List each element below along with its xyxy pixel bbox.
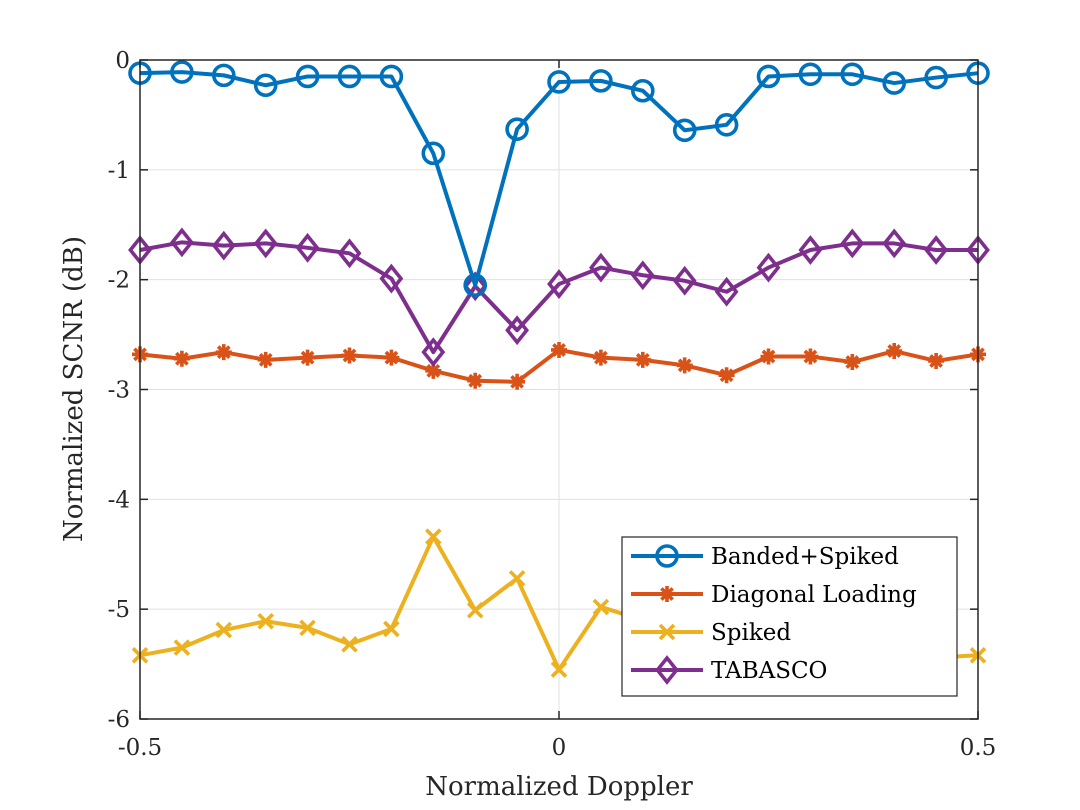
- data-point: [421, 337, 446, 368]
- data-point: [547, 70, 571, 94]
- y-axis-label: Normalized SCNR (dB): [59, 236, 89, 542]
- legend-label: Diagonal Loading: [711, 582, 917, 608]
- data-point: [463, 273, 488, 297]
- data-point: [341, 347, 358, 364]
- data-point: [672, 265, 697, 296]
- legend-entry: Banded+Spiked: [631, 544, 899, 570]
- data-point: [253, 228, 278, 259]
- series-line-tabasco: [139, 240, 978, 355]
- data-point: [882, 71, 907, 95]
- data-point: [924, 235, 949, 265]
- data-point: [840, 228, 865, 259]
- y-tick-label: 0: [115, 48, 130, 74]
- data-point: [169, 227, 194, 258]
- data-point: [508, 570, 526, 587]
- y-tick-label: -5: [108, 597, 130, 623]
- legend-marker: [658, 623, 676, 641]
- series-line-banded-spiked: [139, 70, 979, 288]
- data-point: [634, 351, 651, 368]
- legend-marker: [655, 544, 679, 568]
- data-point: [173, 350, 190, 367]
- legend-entry: TABASCO: [631, 655, 827, 685]
- data-point: [714, 276, 739, 307]
- data-point: [756, 64, 781, 89]
- data-point: [299, 349, 316, 366]
- series-layer: [128, 60, 990, 678]
- x-tick-label: 0: [552, 735, 567, 761]
- data-point: [337, 64, 362, 89]
- data-point: [215, 344, 232, 361]
- legend-label: TABASCO: [711, 658, 827, 684]
- data-point: [466, 601, 484, 619]
- data-point: [253, 73, 278, 98]
- data-point: [592, 349, 609, 366]
- data-point: [802, 348, 819, 365]
- data-point: [170, 60, 194, 84]
- data-point: [756, 252, 781, 283]
- data-point: [672, 118, 697, 143]
- data-point: [379, 263, 404, 294]
- x-tick-label: -0.5: [118, 735, 162, 761]
- data-point: [630, 78, 655, 103]
- data-point: [505, 315, 530, 346]
- axis-ticks: [139, 59, 979, 720]
- data-point: [509, 373, 526, 390]
- data-point: [383, 620, 400, 638]
- data-point: [676, 357, 693, 374]
- data-point: [212, 63, 236, 88]
- legend-label: Spiked: [711, 620, 791, 646]
- data-point: [425, 528, 442, 545]
- data-point: [882, 228, 907, 259]
- data-point: [383, 349, 400, 366]
- data-point: [798, 235, 823, 265]
- data-point: [257, 351, 274, 368]
- y-tick-label: -6: [108, 707, 130, 733]
- data-point: [589, 69, 613, 93]
- legend-entry: Diagonal Loading: [631, 582, 917, 608]
- legend-marker: [655, 655, 679, 685]
- data-point: [295, 64, 320, 89]
- legend-entry: Spiked: [631, 620, 791, 646]
- y-tick-label: -4: [108, 487, 130, 513]
- x-axis-label: Normalized Doppler: [425, 772, 693, 802]
- data-point: [421, 141, 446, 166]
- data-point: [840, 62, 865, 87]
- data-point: [718, 367, 735, 384]
- data-point: [547, 269, 571, 299]
- data-point: [886, 343, 903, 360]
- data-point: [257, 612, 274, 630]
- legend-label: Banded+Spiked: [711, 544, 899, 570]
- y-tick-label: -2: [108, 268, 130, 294]
- data-point: [588, 252, 613, 283]
- data-point: [714, 113, 739, 137]
- tick-labels: -0.5 0 0.5 0 -1 -2 -3 -4 -5 -6: [108, 48, 997, 761]
- data-point: [550, 661, 568, 678]
- data-point: [505, 117, 529, 141]
- data-point: [928, 352, 945, 369]
- x-tick-label: 0.5: [960, 735, 997, 761]
- data-point: [425, 362, 442, 379]
- data-point: [463, 271, 488, 302]
- data-point: [337, 238, 362, 269]
- data-point: [295, 232, 320, 263]
- data-point: [173, 639, 191, 656]
- data-point: [798, 62, 823, 87]
- y-tick-label: -3: [108, 378, 130, 404]
- data-point: [215, 621, 233, 639]
- y-tick-label: -1: [108, 158, 130, 184]
- data-point: [924, 65, 948, 90]
- data-point: [592, 598, 610, 616]
- legend-marker: [659, 586, 675, 602]
- data-point: [551, 341, 567, 358]
- data-point: [630, 260, 655, 291]
- data-point: [211, 230, 236, 261]
- data-point: [341, 636, 358, 653]
- data-point: [379, 64, 404, 89]
- data-point: [760, 348, 777, 365]
- data-point: [467, 372, 484, 389]
- legend: Banded+Spiked Diagonal Loading Spiked TABAS…: [621, 536, 958, 697]
- data-point: [844, 354, 861, 371]
- data-point: [299, 619, 316, 637]
